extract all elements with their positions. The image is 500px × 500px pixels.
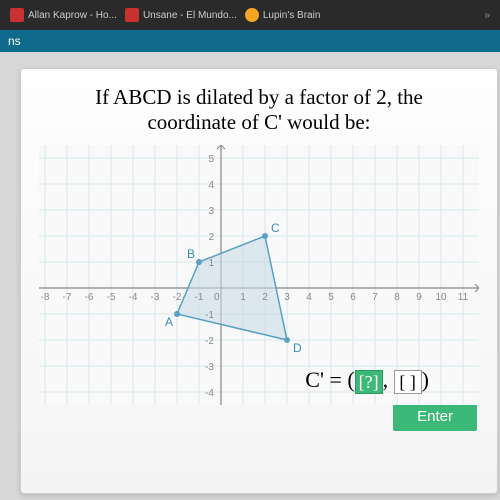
svg-text:11: 11 <box>458 292 469 303</box>
svg-text:10: 10 <box>435 292 447 303</box>
svg-text:8: 8 <box>394 292 400 303</box>
svg-text:-1: -1 <box>205 310 214 321</box>
overflow-icon[interactable]: » <box>484 10 490 21</box>
coordinate-graph: ABCD -8-7-6-5-4-3-2-112345678910110 -4-3… <box>39 145 479 405</box>
svg-text:-1: -1 <box>195 292 204 303</box>
svg-text:-4: -4 <box>129 292 138 303</box>
svg-text:2: 2 <box>262 292 268 303</box>
svg-text:-2: -2 <box>205 336 214 347</box>
svg-text:2: 2 <box>208 232 214 243</box>
enter-button[interactable]: Enter <box>393 402 477 431</box>
app-toolbar: ns <box>0 30 500 52</box>
svg-text:3: 3 <box>208 206 214 217</box>
svg-text:A: A <box>165 315 173 329</box>
answer-input-y[interactable]: [ ] <box>394 370 422 394</box>
svg-text:6: 6 <box>350 292 356 303</box>
graph-svg: ABCD -8-7-6-5-4-3-2-112345678910110 -4-3… <box>39 145 479 405</box>
site-icon <box>245 8 259 22</box>
stage: If ABCD is dilated by a factor of 2, the… <box>0 52 500 500</box>
site-icon <box>10 8 24 22</box>
svg-text:7: 7 <box>372 292 378 303</box>
favorite-item[interactable]: Allan Kaprow - Ho... <box>10 8 117 22</box>
ans-suffix: ) <box>422 367 429 392</box>
svg-text:4: 4 <box>208 180 214 191</box>
svg-text:3: 3 <box>284 292 290 303</box>
svg-text:9: 9 <box>416 292 422 303</box>
svg-text:1: 1 <box>240 292 246 303</box>
svg-text:-6: -6 <box>85 292 94 303</box>
svg-text:C: C <box>271 221 280 235</box>
svg-text:-7: -7 <box>63 292 72 303</box>
svg-text:-3: -3 <box>151 292 160 303</box>
fav-label: Unsane - El Mundo... <box>143 10 237 21</box>
answer-expression: C' = ([?], [ ]) <box>29 367 489 394</box>
question-text: If ABCD is dilated by a factor of 2, the… <box>29 81 489 145</box>
svg-text:5: 5 <box>328 292 334 303</box>
answer-input-x[interactable]: [?] <box>355 370 383 394</box>
fav-label: Allan Kaprow - Ho... <box>28 10 117 21</box>
svg-text:-5: -5 <box>107 292 116 303</box>
site-icon <box>125 8 139 22</box>
toolbar-label: ns <box>8 34 21 48</box>
ans-mid: , <box>383 367 394 392</box>
question-card: If ABCD is dilated by a factor of 2, the… <box>20 68 498 494</box>
svg-text:B: B <box>187 247 195 261</box>
fav-label: Lupin's Brain <box>263 10 321 21</box>
question-line2: coordinate of C' would be: <box>147 110 370 134</box>
favorite-item[interactable]: Unsane - El Mundo... <box>125 8 237 22</box>
svg-text:5: 5 <box>208 154 214 165</box>
svg-text:4: 4 <box>306 292 312 303</box>
ans-prefix: C' = ( <box>305 367 354 392</box>
question-line1: If ABCD is dilated by a factor of 2, the <box>95 85 423 109</box>
svg-text:D: D <box>293 341 302 355</box>
svg-text:-2: -2 <box>173 292 182 303</box>
svg-text:1: 1 <box>208 258 214 269</box>
svg-text:0: 0 <box>214 292 220 303</box>
favorite-item[interactable]: Lupin's Brain <box>245 8 321 22</box>
svg-text:-8: -8 <box>41 292 50 303</box>
browser-favorites-bar: Allan Kaprow - Ho... Unsane - El Mundo..… <box>0 0 500 30</box>
